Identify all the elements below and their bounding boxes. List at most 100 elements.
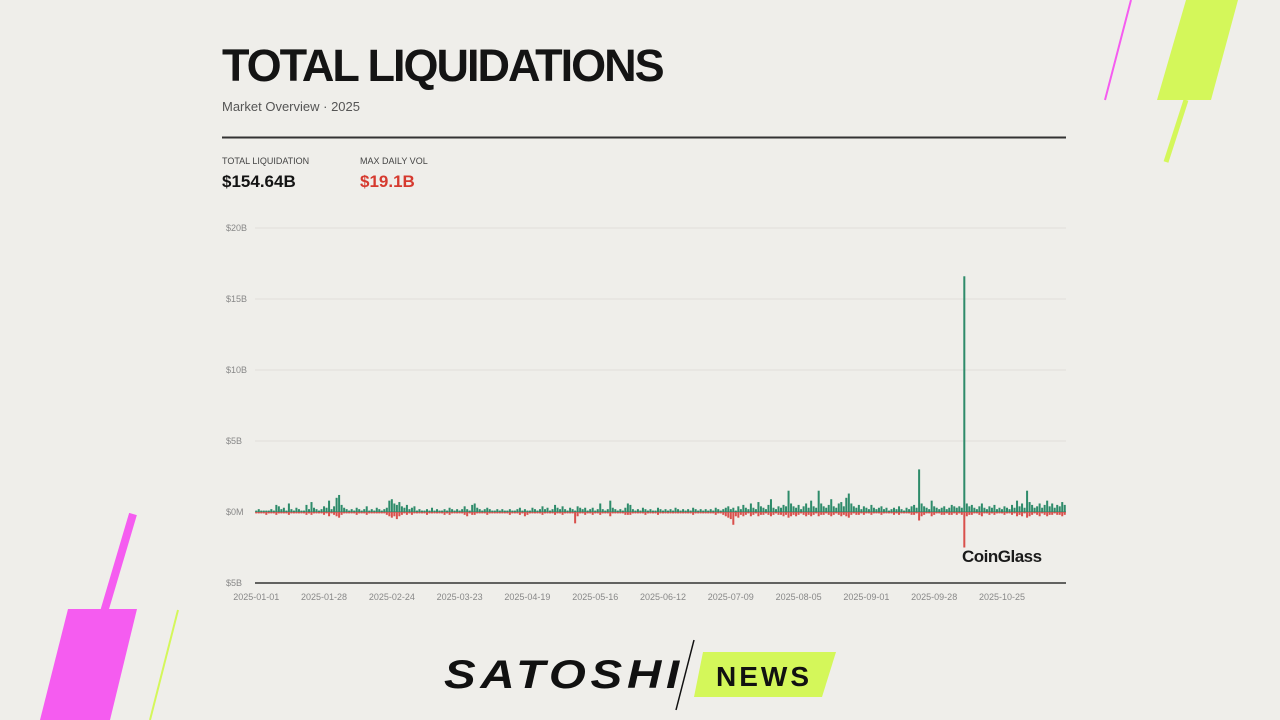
bar bbox=[747, 509, 750, 512]
bar bbox=[842, 512, 845, 515]
bar bbox=[518, 507, 521, 512]
bar bbox=[345, 512, 348, 514]
bar bbox=[619, 512, 622, 514]
bar bbox=[810, 512, 813, 517]
bar bbox=[908, 509, 911, 512]
bar bbox=[958, 506, 961, 512]
bar bbox=[702, 510, 705, 512]
bar bbox=[295, 507, 298, 512]
bar bbox=[393, 512, 396, 517]
bar bbox=[388, 512, 391, 517]
bar bbox=[812, 512, 815, 515]
bar bbox=[310, 502, 313, 512]
bar bbox=[862, 506, 865, 512]
bar bbox=[722, 509, 725, 512]
bar bbox=[461, 512, 464, 514]
bar bbox=[719, 510, 722, 512]
bar bbox=[631, 512, 634, 514]
bar bbox=[656, 507, 659, 512]
bar bbox=[493, 512, 496, 514]
bar bbox=[990, 507, 993, 512]
bar bbox=[757, 502, 760, 512]
bar bbox=[935, 512, 938, 514]
bar bbox=[1056, 504, 1059, 512]
bar bbox=[626, 503, 629, 512]
bar bbox=[619, 509, 622, 512]
bar bbox=[368, 510, 371, 512]
bar bbox=[769, 512, 772, 517]
bar bbox=[948, 512, 951, 515]
bar bbox=[687, 512, 690, 514]
bar bbox=[538, 509, 541, 512]
bar bbox=[523, 512, 526, 517]
bar bbox=[328, 500, 331, 512]
bar bbox=[420, 512, 423, 514]
bar bbox=[790, 512, 793, 517]
bar bbox=[476, 507, 479, 512]
bar bbox=[305, 504, 308, 512]
bar bbox=[842, 506, 845, 512]
bar bbox=[1016, 512, 1019, 517]
bar bbox=[840, 502, 843, 512]
bar bbox=[453, 510, 456, 512]
bar bbox=[757, 512, 760, 517]
bar bbox=[860, 509, 863, 512]
bar bbox=[822, 512, 825, 515]
bar bbox=[764, 509, 767, 512]
bar bbox=[943, 506, 946, 512]
bar bbox=[714, 507, 717, 512]
bar bbox=[744, 512, 747, 515]
x-tick-label: 2025-03-23 bbox=[437, 592, 483, 602]
bar bbox=[594, 510, 597, 512]
brand-slash bbox=[675, 639, 695, 711]
bar bbox=[682, 509, 685, 512]
bar bbox=[938, 509, 941, 512]
bar bbox=[433, 510, 436, 512]
decor-line bbox=[1104, 0, 1132, 101]
bar bbox=[574, 510, 577, 512]
bar bbox=[418, 512, 421, 514]
bar bbox=[847, 493, 850, 512]
bar bbox=[867, 512, 870, 514]
bar bbox=[451, 512, 454, 514]
bar bbox=[1023, 512, 1026, 514]
bar bbox=[767, 512, 770, 515]
bar bbox=[576, 506, 579, 512]
bar bbox=[772, 507, 775, 512]
bar bbox=[466, 512, 469, 517]
bar bbox=[355, 512, 358, 515]
bar bbox=[980, 512, 983, 517]
bar bbox=[918, 512, 921, 521]
bar bbox=[639, 510, 642, 512]
bar bbox=[265, 512, 268, 515]
bar bbox=[566, 512, 569, 514]
bar bbox=[1011, 504, 1014, 512]
bar bbox=[333, 512, 336, 515]
bar bbox=[385, 507, 388, 512]
bar bbox=[830, 512, 833, 517]
bar bbox=[845, 497, 848, 512]
bar bbox=[543, 509, 547, 512]
bar bbox=[581, 512, 584, 514]
bar bbox=[1036, 506, 1039, 512]
bar bbox=[614, 509, 617, 512]
bar bbox=[822, 506, 825, 512]
decor-candle bbox=[40, 609, 137, 720]
bar bbox=[772, 512, 775, 515]
bar bbox=[420, 510, 423, 512]
bar bbox=[348, 512, 351, 514]
bar bbox=[272, 510, 275, 512]
bar bbox=[722, 512, 725, 515]
bar bbox=[616, 512, 619, 514]
bar bbox=[895, 509, 898, 512]
bar bbox=[782, 504, 785, 512]
bar bbox=[820, 512, 823, 515]
bar bbox=[513, 510, 516, 512]
bar bbox=[528, 510, 531, 512]
bar bbox=[428, 510, 431, 512]
bar bbox=[993, 504, 996, 512]
bar bbox=[584, 507, 587, 512]
bar bbox=[1028, 502, 1031, 512]
bar bbox=[343, 512, 346, 514]
bar bbox=[596, 512, 599, 514]
